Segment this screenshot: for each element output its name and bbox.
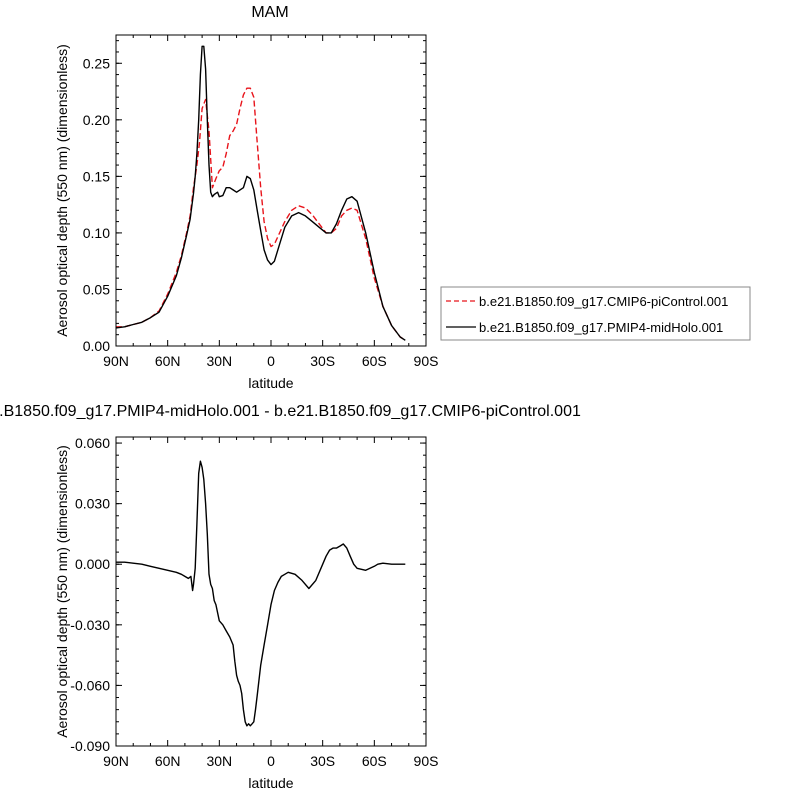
bottom-x-tick-label: 90S: [414, 753, 439, 769]
legend-label-midholo: b.e21.B1850.f09_g17.PMIP4-midHolo.001: [479, 320, 723, 335]
bottom-panel: b.e21.B1850.f09_g17.PMIP4-midHolo.001 - …: [0, 403, 581, 791]
top-y-tick-label: 0.00: [83, 338, 110, 354]
bottom-ticks: 90N 60N 30N 0 30S 60S 90S 0.060 0.030 0.000 -0.030…: [70, 435, 438, 769]
top-y-tick-label: 0.20: [83, 112, 110, 128]
bottom-plot-frame: [115, 436, 427, 747]
top-y-tick-label: 0.10: [83, 225, 110, 241]
bottom-x-tick-label: 30N: [206, 753, 232, 769]
top-x-tick-label: 30S: [310, 353, 335, 369]
top-x-tick-label: 60S: [362, 353, 387, 369]
bottom-y-tick-label: -0.060: [70, 677, 110, 693]
bottom-x-tick-label: 0: [267, 753, 275, 769]
bottom-y-tick-label: -0.030: [70, 617, 110, 633]
top-y-axis-label: Aerosol optical depth (550 nm) (dimensio…: [54, 44, 70, 337]
top-y-tick-label: 0.05: [83, 281, 110, 297]
bottom-x-tick-label: 60S: [362, 753, 387, 769]
bottom-x-axis-label: latitude: [248, 775, 293, 791]
top-series-line-0: [116, 87, 406, 341]
bottom-y-axis-label: Aerosol optical depth (550 nm) (dimensio…: [54, 445, 70, 738]
bottom-chart-title: b.e21.B1850.f09_g17.PMIP4-midHolo.001 - …: [0, 403, 581, 420]
bottom-x-tick-label: 90N: [103, 753, 129, 769]
bottom-series-line-0: [116, 460, 406, 727]
top-y-tick-label: 0.15: [83, 168, 110, 184]
top-chart-title: MAM: [251, 4, 288, 21]
top-x-tick-label: 0: [267, 353, 275, 369]
top-series-layer: [115, 45, 406, 341]
top-panel: MAM 90N 60N 30N 0 30S 60S 90S 0.00 0.05 0.10 0.15 0…: [54, 4, 438, 391]
bottom-y-tick-label: 0.000: [75, 556, 110, 572]
top-x-tick-label: 90N: [103, 353, 129, 369]
bottom-y-tick-label: 0.060: [75, 435, 110, 451]
top-ticks: 90N 60N 30N 0 30S 60S 90S 0.00 0.05 0.10 0.15 0.20 0…: [83, 35, 439, 369]
legend-box: [440, 286, 751, 341]
bottom-y-tick-label: 0.030: [75, 496, 110, 512]
top-x-tick-label: 90S: [414, 353, 439, 369]
top-x-axis-label: latitude: [248, 375, 293, 391]
bottom-series-layer: [116, 460, 406, 727]
top-y-tick-label: 0.25: [83, 55, 110, 71]
bottom-y-tick-label: -0.090: [70, 738, 110, 754]
top-x-tick-label: 30N: [206, 353, 232, 369]
legend: b.e21.B1850.f09_g17.CMIP6-piControl.001 …: [440, 286, 751, 341]
bottom-x-tick-label: 60N: [155, 753, 181, 769]
top-series-line-1: [115, 45, 406, 341]
bottom-x-tick-label: 30S: [310, 753, 335, 769]
legend-label-picontrol: b.e21.B1850.f09_g17.CMIP6-piControl.001: [479, 294, 728, 309]
top-plot-frame: [115, 34, 427, 347]
top-x-tick-label: 60N: [155, 353, 181, 369]
